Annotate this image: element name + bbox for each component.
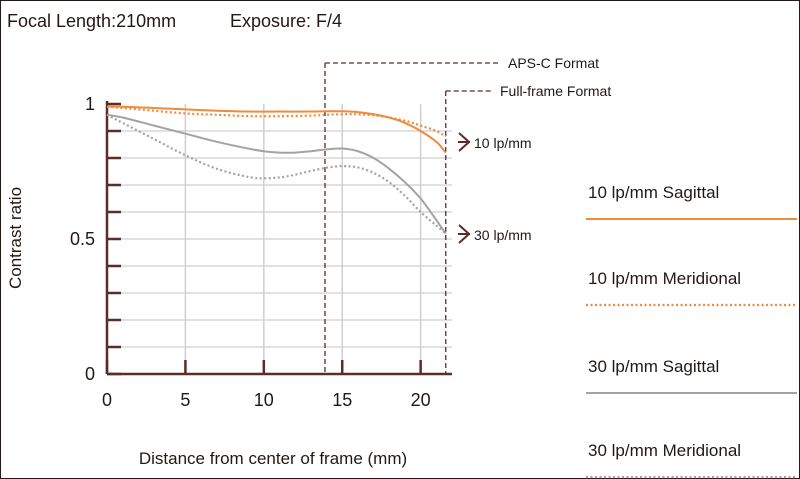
series-lines [106, 105, 447, 235]
x-tick-label: 20 [411, 390, 431, 410]
y-tick-label: 1 [85, 94, 95, 114]
y-tick-label: 0 [85, 364, 95, 384]
group-label: 30 lp/mm [474, 227, 532, 243]
focal-length-label: Focal Length:210mm [7, 11, 176, 31]
curve-group-labels: 10 lp/mm 30 lp/mm [458, 132, 532, 244]
legend-label: 30 lp/mm Meridional [588, 441, 741, 460]
group-label: 10 lp/mm [474, 135, 532, 151]
axes: 00.510 5 10 15 20 [70, 94, 452, 410]
x-axis-title: Distance from center of frame (mm) [139, 449, 407, 468]
exposure-label: Exposure: F/4 [230, 11, 342, 31]
x-tick-label: 5 [180, 390, 190, 410]
y-axis-title: Contrast ratio [6, 187, 25, 289]
format-lines: APS-C Format Full-frame Format [324, 55, 611, 374]
legend: 10 lp/mm Sagittal 10 lp/mm Meridional 30 l… [586, 183, 797, 479]
legend-label: 30 lp/mm Sagittal [588, 357, 719, 376]
legend-label: 10 lp/mm Meridional [588, 269, 741, 288]
grid [107, 104, 452, 374]
format-label: Full-frame Format [500, 83, 611, 99]
x-tick-label: 10 [254, 390, 274, 410]
legend-label: 10 lp/mm Sagittal [588, 183, 719, 202]
y-tick-label: 0.5 [70, 229, 95, 249]
x-tick-label: 0 [102, 390, 112, 410]
series-line [106, 105, 447, 154]
x-tick-label: 15 [332, 390, 352, 410]
series-line [106, 113, 447, 235]
format-label: APS-C Format [508, 55, 599, 71]
